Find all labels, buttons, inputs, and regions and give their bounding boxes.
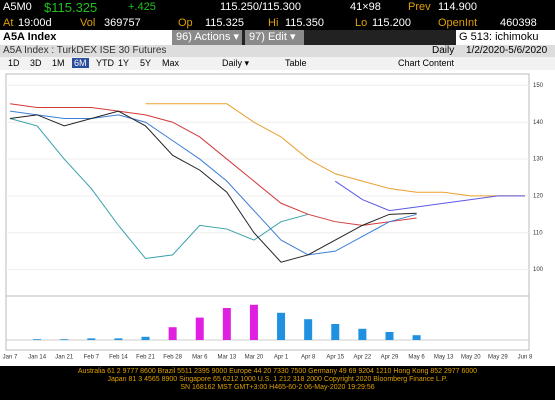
x-tick-label: Feb 14 [109,355,128,361]
time: 19:00d [18,17,52,29]
series-line [9,103,417,226]
footer: Australia 61 2 9777 8600 Brazil 5511 239… [0,366,555,400]
range-button[interactable]: YTD [96,58,114,68]
bar [304,319,313,340]
period: Daily [432,45,455,56]
bar [277,312,286,340]
bar [222,308,231,340]
x-tick-label: May 29 [488,355,508,361]
x-tick-label: Jan 14 [28,355,47,361]
hi-label: Hi [268,17,279,29]
change: +.425 [128,1,156,13]
bar [249,304,258,340]
op-label: Op [178,17,193,29]
oi: 460398 [500,17,537,29]
y-tick-label: 110 [533,230,543,236]
bar [87,338,96,340]
series-line [334,180,525,212]
chart: 100 110 120 130 140 150 Jan 7 Jan 14 Jan 21 Feb 7… [0,70,555,366]
ticker: A5M0 [3,1,32,13]
bar [358,328,367,340]
prev: 114.900 [438,1,477,13]
footer-line: SN 168162 MST GMT+3:00 H465-60-2 06-May-… [180,384,375,391]
bar [331,324,340,340]
x-tick-label: May 20 [461,355,481,361]
x-tick-label: Mar 13 [217,355,236,361]
x-tick-label: Apr 15 [326,355,344,361]
function: G 513: ichimoku [456,30,555,45]
actions-button[interactable]: 96) Actions ▾ [172,30,242,45]
bar [168,327,177,340]
x-tick-label: Jan 7 [3,355,18,361]
footer-line: Australia 61 2 9777 8600 Brazil 5511 239… [77,368,478,375]
stats-row: At 19:00d Vol 369757 Op 115.325 Hi 115.3… [0,16,555,30]
x-tick-label: Feb 7 [84,355,100,361]
lo-label: Lo [355,17,368,29]
x-tick-label: Apr 8 [301,355,316,361]
bid-ask: 115.250/115.300 [220,1,301,13]
x-tick-label: Apr 1 [274,355,289,361]
hi: 115.350 [285,17,324,29]
range-button[interactable]: 6M [72,58,89,68]
lo: 115.200 [372,17,411,29]
security: A5A Index [0,30,173,45]
series-line [9,110,417,256]
chart-content-button[interactable]: Chart Content [398,58,455,68]
op: 115.325 [205,17,244,29]
series-line [9,110,417,263]
y-tick-label: 150 [533,83,544,89]
menu-row: A5A Index 96) Actions ▾ 97) Edit ▾ G 513… [0,30,555,45]
security-name: A5A Index : TurkDEX ISE 30 Futures [3,45,167,56]
quote-row: A5M0 $115.325 +.425 115.250/115.300 41×9… [0,0,555,16]
edit-button[interactable]: 97) Edit ▾ [245,30,304,45]
x-tick-label: Apr 22 [354,355,372,361]
vol-label: Vol [80,17,96,29]
series-line [145,103,525,197]
x-tick-label: May 6 [408,355,425,361]
vol: 369757 [104,17,141,29]
range-button[interactable]: 1D [8,58,20,68]
bar [141,336,150,340]
y-tick-label: 140 [533,120,544,126]
bar [412,335,421,340]
x-tick-label: Mar 6 [192,355,208,361]
x-tick-label: Jun 8 [518,355,533,361]
footer-line: Japan 81 3 4565 8900 Singapore 65 6212 1… [107,376,448,383]
range-button[interactable]: 3D [30,58,42,68]
range-button[interactable]: 5Y [140,58,152,68]
bar [385,332,394,340]
x-tick-label: Mar 20 [245,355,264,361]
toolbar: Daily ▾ Table Chart Content 1D 3D 1M 6M YTD 1… [0,57,555,70]
y-tick-label: 100 [533,267,544,273]
x-tick-label: May 13 [434,355,454,361]
range-button[interactable]: 1Y [118,58,130,68]
bar [195,317,204,340]
oi-label: OpenInt [438,17,478,29]
x-tick-label: Jan 21 [55,355,74,361]
x-tick-label: Feb 28 [163,355,182,361]
price: $115.325 [44,0,98,15]
at-label: At [3,17,14,29]
range-button[interactable]: Max [162,58,180,68]
subtitle-row: A5A Index : TurkDEX ISE 30 Futures Daily… [0,45,555,57]
range-button[interactable]: 1M [52,58,65,68]
bar [60,339,69,340]
prev-label: Prev [408,1,431,13]
table-button[interactable]: Table [285,58,307,68]
plot-frame [5,73,530,351]
frequency[interactable]: Daily ▾ [222,58,250,68]
y-tick-label: 130 [533,157,544,163]
date-range: 1/2/2020-5/6/2020 [466,45,548,56]
size: 41×98 [350,1,381,13]
x-tick-label: Apr 29 [381,355,399,361]
bar [33,339,42,340]
x-tick-label: Feb 21 [136,355,155,361]
bar [114,338,123,340]
y-tick-label: 120 [533,193,544,199]
